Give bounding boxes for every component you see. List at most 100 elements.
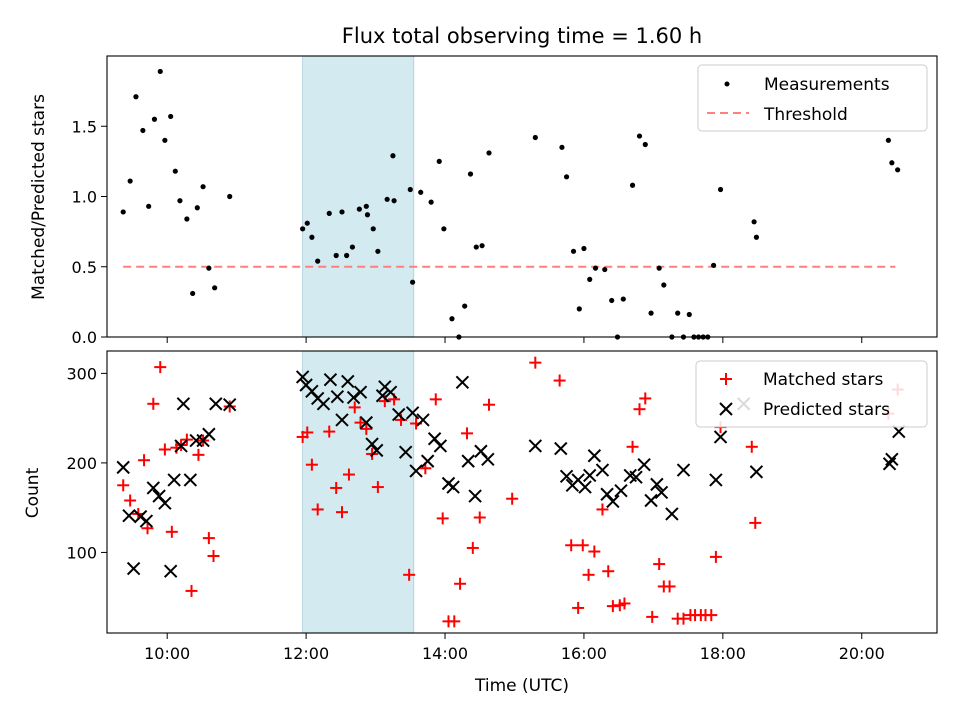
y-tick-label: 100 bbox=[66, 543, 97, 562]
predicted-point-b bbox=[665, 507, 679, 521]
measurement-point bbox=[157, 68, 163, 75]
matched-point bbox=[633, 403, 646, 416]
predicted-point bbox=[713, 430, 728, 444]
legend-threshold-label: Threshold bbox=[763, 105, 848, 125]
matched-point bbox=[588, 545, 601, 558]
matched-point bbox=[330, 481, 343, 494]
predicted-point-b bbox=[330, 389, 345, 404]
predicted-point bbox=[167, 473, 181, 487]
measurement-point bbox=[889, 160, 895, 166]
bottom-x-ticks: 10:00 12:00 14:00 16:00 18:00 20:00 bbox=[144, 633, 885, 663]
predicted-point-b bbox=[295, 370, 310, 384]
measurement-point bbox=[364, 212, 371, 218]
predicted-point-b bbox=[353, 385, 368, 399]
measurement-point bbox=[570, 248, 577, 254]
predicted-point bbox=[398, 445, 413, 459]
predicted-point-b bbox=[146, 481, 161, 495]
top-legend-box bbox=[697, 64, 928, 132]
predicted-point bbox=[665, 507, 679, 521]
matched-point bbox=[745, 440, 758, 453]
top-highlight-span bbox=[302, 55, 415, 338]
y-tick-label: 1.0 bbox=[72, 188, 97, 207]
predicted-point-b bbox=[433, 439, 448, 453]
matched-point bbox=[348, 401, 361, 414]
legend-matched-marker bbox=[720, 373, 732, 385]
top-x-ticks bbox=[166, 337, 863, 343]
measurement-point bbox=[168, 113, 174, 120]
matched-points bbox=[117, 356, 904, 628]
measurement-point bbox=[473, 244, 479, 250]
predicted-point bbox=[409, 464, 423, 478]
predicted-point-b bbox=[409, 464, 423, 478]
predicted-point bbox=[323, 372, 338, 387]
predicted-point bbox=[749, 465, 764, 479]
matched-point bbox=[360, 422, 373, 435]
predicted-point-b bbox=[392, 407, 406, 422]
matched-point bbox=[506, 492, 519, 505]
predicted-point bbox=[578, 480, 592, 494]
matched-point bbox=[618, 597, 631, 610]
predicted-point bbox=[330, 389, 345, 404]
measurement-point bbox=[636, 133, 643, 139]
measurement-point bbox=[642, 141, 648, 148]
y-tick-label: 0.0 bbox=[72, 328, 97, 347]
matched-point bbox=[602, 565, 615, 578]
measurement-point bbox=[717, 186, 724, 193]
predicted-point-b bbox=[163, 564, 178, 578]
matched-point bbox=[576, 539, 589, 552]
predicted-point-b bbox=[158, 496, 172, 510]
predicted-point-b bbox=[316, 397, 331, 411]
matched-point bbox=[371, 481, 384, 494]
matched-point bbox=[305, 458, 318, 471]
x-tick-label: 20:00 bbox=[839, 644, 885, 663]
predicted-point bbox=[116, 460, 130, 475]
predicted-point bbox=[709, 473, 723, 487]
matched-point bbox=[454, 577, 467, 590]
predicted-point bbox=[365, 437, 379, 451]
predicted-point-b bbox=[116, 460, 130, 475]
predicted-point bbox=[455, 375, 470, 390]
predicted-point bbox=[676, 463, 691, 477]
predicted-point-b bbox=[578, 480, 592, 494]
predicted-point-b bbox=[637, 457, 651, 472]
figure-title: Flux total observing time = 1.60 h bbox=[342, 24, 702, 48]
bottom-panel: 100 200 300 10:00 12:00 14:00 16:00 18:00 20:00… bbox=[23, 350, 938, 696]
measurement-point bbox=[146, 203, 152, 209]
predicted-point-b bbox=[346, 390, 361, 405]
predicted-point bbox=[370, 443, 384, 458]
matched-point bbox=[663, 580, 676, 593]
matched-point bbox=[141, 522, 154, 535]
measurement-point bbox=[441, 226, 447, 232]
predicted-point bbox=[416, 413, 430, 427]
predicted-point-b bbox=[176, 397, 191, 411]
predicted-point bbox=[433, 439, 448, 453]
measurement-point bbox=[467, 171, 474, 177]
predicted-point bbox=[341, 374, 355, 389]
matched-point bbox=[529, 356, 542, 369]
measurement-point bbox=[212, 285, 218, 291]
measurement-point bbox=[140, 127, 146, 134]
measurement-point bbox=[486, 150, 492, 156]
predicted-point bbox=[346, 390, 361, 405]
bottom-y-ticks: 100 200 300 bbox=[66, 364, 107, 562]
predicted-point bbox=[420, 454, 435, 468]
predicted-point bbox=[892, 424, 906, 439]
bottom-legend-box bbox=[695, 360, 928, 428]
matched-point bbox=[448, 615, 461, 628]
matched-point bbox=[158, 443, 171, 456]
matched-point bbox=[705, 609, 718, 622]
measurement-point bbox=[184, 216, 190, 222]
predicted-point bbox=[405, 406, 420, 420]
predicted-point bbox=[654, 485, 669, 500]
matched-point bbox=[301, 426, 314, 439]
predicted-point-b bbox=[676, 463, 691, 477]
matched-point bbox=[117, 479, 130, 492]
predicted-point bbox=[587, 449, 602, 463]
measurement-point bbox=[751, 219, 757, 225]
predicted-point-b bbox=[398, 445, 413, 459]
predicted-point-b bbox=[614, 483, 628, 498]
predicted-point-b bbox=[183, 473, 198, 487]
predicted-point bbox=[392, 407, 406, 422]
matched-point bbox=[626, 440, 639, 453]
bottom-axes-frame bbox=[106, 350, 938, 634]
